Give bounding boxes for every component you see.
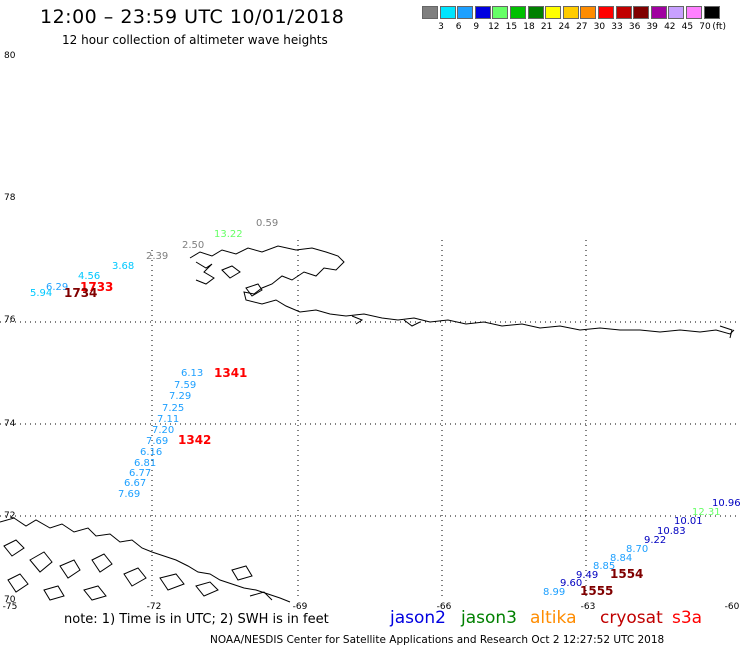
wave-height-label: 9.49 xyxy=(576,570,598,581)
wave-height-label: 7.29 xyxy=(169,391,191,402)
colorbar-swatch xyxy=(474,6,491,19)
wave-height-label: 3.68 xyxy=(112,261,134,272)
wave-height-label: 5.94 xyxy=(30,288,52,299)
latitude-label: 80 xyxy=(4,51,16,61)
colorbar-swatch xyxy=(615,6,632,19)
satellite-name: jason2 xyxy=(390,608,446,628)
satellite-name: altika xyxy=(530,608,577,628)
wave-height-label: 8.99 xyxy=(543,587,565,598)
pass-time-label: 1341 xyxy=(214,366,247,380)
colorbar-swatch xyxy=(668,6,685,19)
pass-time-label: 1734 xyxy=(64,286,97,300)
colorbar-label: 15 xyxy=(505,22,518,32)
satellite-name: cryosat xyxy=(600,608,663,628)
wave-height-label: 2.50 xyxy=(182,240,204,251)
colorbar-label: 33 xyxy=(611,22,623,32)
colorbar-swatch xyxy=(492,6,509,19)
wave-height-label: 4.56 xyxy=(78,271,100,282)
colorbar-swatch xyxy=(422,6,438,19)
wave-height-points: 0.59 13.22 2.50 2.39 3.68 4.56 6.295.94 6.137.5… xyxy=(30,218,740,598)
longitude-label: -60 xyxy=(725,602,740,612)
colorbar-label: 45 xyxy=(681,22,694,32)
latitude-label: 74 xyxy=(4,419,16,429)
wave-height-label: 12.31 xyxy=(692,507,721,518)
wave-height-label: 10.01 xyxy=(674,516,703,527)
longitude-label: -69 xyxy=(293,602,308,612)
units-note: note: 1) Time is in UTC; 2) SWH is in fe… xyxy=(64,612,329,627)
colorbar-label: 12 xyxy=(488,22,500,32)
colorbar-label: 9 xyxy=(473,22,480,32)
colorbar-swatch xyxy=(650,6,667,19)
wave-height-label: 7.69 xyxy=(118,489,140,500)
colorbar-label: 27 xyxy=(576,22,588,32)
wave-height-label: 6.77 xyxy=(129,468,151,479)
colorbar-label: 70 xyxy=(699,22,711,32)
credit-footer: NOAA/NESDIS Center for Satellite Applica… xyxy=(210,634,665,646)
colorbar-swatch xyxy=(562,6,579,19)
wave-height-label: 6.13 xyxy=(181,368,203,379)
satellite-name: jason3 xyxy=(461,608,517,628)
wave-height-label: 7.69 xyxy=(146,436,168,447)
wave-height-label: 8.70 xyxy=(626,544,648,555)
colorbar-swatch xyxy=(580,6,597,19)
map-title: 12:00 – 23:59 UTC 10/01/2018 xyxy=(40,6,345,28)
colorbar-label: 18 xyxy=(523,22,535,32)
pass-time-label: 1342 xyxy=(178,433,211,447)
wave-height-label: 8.85 xyxy=(593,561,615,572)
wave-height-label: 8.84 xyxy=(610,553,632,564)
colorbar-unit: (ft) xyxy=(712,22,726,32)
colorbar-label: 39 xyxy=(646,22,658,32)
longitude-label: -75 xyxy=(3,602,18,612)
longitude-label: -66 xyxy=(437,602,452,612)
colorbar-swatch xyxy=(545,6,562,19)
colorbar-label: 42 xyxy=(664,22,676,32)
wave-height-label: 13.22 xyxy=(214,229,243,240)
colorbar-swatch xyxy=(598,6,614,19)
wave-height-label: 0.59 xyxy=(256,218,278,229)
wave-height-label: 9.60 xyxy=(560,578,582,589)
wave-height-label: 6.29 xyxy=(46,282,68,293)
colorbar-swatch xyxy=(527,6,544,19)
pass-time-label: 1554 xyxy=(610,567,643,581)
colorbar-label: 21 xyxy=(540,22,553,32)
latitude-label: 76 xyxy=(4,315,16,325)
latitude-label: 72 xyxy=(4,511,15,521)
wave-height-label: 7.20 xyxy=(152,425,174,436)
longitude-label: -72 xyxy=(147,602,162,612)
colorbar-label: 3 xyxy=(438,22,444,32)
map-subtitle: 12 hour collection of altimeter wave hei… xyxy=(62,33,328,47)
colorbar-swatch xyxy=(703,6,720,19)
pass-time-label: 1733 xyxy=(80,280,113,294)
satellite-name: s3a xyxy=(672,608,703,628)
wave-height-label: 9.22 xyxy=(644,535,666,546)
colorbar-label: 24 xyxy=(558,22,570,32)
latitude-labels: 80 78 76 74 72 70 xyxy=(4,51,16,605)
colorbar-label: 30 xyxy=(593,22,606,32)
colorbar-swatch xyxy=(633,6,650,19)
wave-height-label: 6.16 xyxy=(140,447,162,458)
longitude-label: -63 xyxy=(581,602,596,612)
latitude-label: 78 xyxy=(4,193,16,203)
latitude-label: 70 xyxy=(4,595,16,605)
wave-height-label: 10.83 xyxy=(657,526,686,537)
colorbar-label: 6 xyxy=(455,22,462,32)
wave-height-label: 2.39 xyxy=(146,251,168,262)
wave-height-label: 7.25 xyxy=(162,403,184,414)
wave-height-label: 7.59 xyxy=(174,380,196,391)
graticule xyxy=(0,240,740,600)
wave-height-label: 7.11 xyxy=(157,414,179,425)
wave-height-label: 6.81 xyxy=(134,458,156,469)
colorbar-swatch xyxy=(686,6,702,19)
colorbar-label: 36 xyxy=(628,22,641,32)
colorbar-swatch xyxy=(439,6,456,19)
pass-time-label: 1555 xyxy=(580,584,613,598)
colorbar-swatch xyxy=(510,6,526,19)
wave-height-label: 6.67 xyxy=(124,478,146,489)
coastline xyxy=(0,245,735,603)
longitude-labels: -75 -72 -69 -66 -63 -60 xyxy=(3,602,740,612)
colorbar-swatch xyxy=(457,6,474,19)
wave-height-label: 10.96 xyxy=(712,498,740,509)
